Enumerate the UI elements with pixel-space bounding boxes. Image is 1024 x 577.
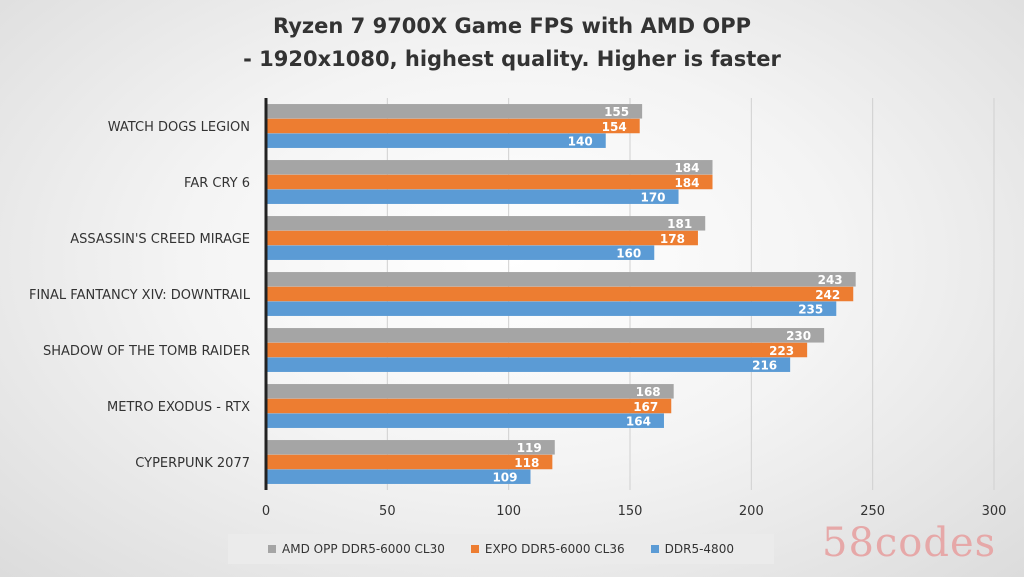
bar-amd-opp-ddr5-6000-cl30 [266, 216, 706, 231]
bar-ddr5-4800 [266, 413, 664, 428]
data-label: 160 [616, 246, 641, 260]
data-label: 170 [640, 190, 665, 204]
legend-swatch-ddr5-4800 [650, 545, 659, 553]
bar-ddr5-4800 [266, 357, 791, 372]
data-label: 181 [667, 217, 692, 231]
x-tick-label: 0 [262, 504, 270, 519]
data-label: 178 [660, 232, 685, 246]
legend-item-ddr5-4800: DDR5-4800 [650, 542, 734, 556]
category-label: METRO EXODUS - RTX [107, 400, 250, 415]
bar-amd-opp-ddr5-6000-cl30 [266, 384, 674, 399]
legend-item-amd-opp: AMD OPP DDR5-6000 CL30 [268, 542, 445, 556]
data-label: 243 [818, 273, 843, 287]
data-label: 216 [752, 358, 777, 372]
bar-amd-opp-ddr5-6000-cl30 [266, 160, 713, 175]
category-label: FINAL FANTANCY XIV: DOWNTRAIL [29, 288, 251, 303]
data-label: 184 [674, 176, 699, 190]
bar-ddr5-4800 [266, 133, 606, 148]
bar-expo-ddr5-6000-cl36 [266, 118, 640, 134]
category-label: ASSASSIN'S CREED MIRAGE [70, 232, 250, 247]
data-label: 109 [492, 470, 517, 484]
data-label: 223 [769, 344, 794, 358]
bar-ddr5-4800 [266, 469, 531, 484]
x-tick-label: 150 [618, 504, 643, 519]
bar-expo-ddr5-6000-cl36 [266, 174, 713, 190]
bar-expo-ddr5-6000-cl36 [266, 230, 698, 246]
bar-expo-ddr5-6000-cl36 [266, 454, 553, 470]
x-tick-label: 300 [982, 504, 1007, 519]
bar-expo-ddr5-6000-cl36 [266, 398, 672, 414]
data-label: 119 [517, 441, 542, 455]
legend-swatch-amd-opp [268, 545, 277, 553]
category-label: CYPERPUNK 2077 [135, 456, 250, 471]
x-tick-label: 100 [496, 504, 521, 519]
bar-expo-ddr5-6000-cl36 [266, 286, 854, 302]
x-tick-label: 200 [739, 504, 764, 519]
x-tick-label: 250 [860, 504, 885, 519]
data-label: 167 [633, 400, 658, 414]
bar-amd-opp-ddr5-6000-cl30 [266, 440, 555, 455]
data-label: 242 [815, 288, 840, 302]
data-label: 235 [798, 302, 823, 316]
legend-label-expo: EXPO DDR5-6000 CL36 [484, 542, 625, 556]
bar-ddr5-4800 [266, 189, 679, 204]
data-label: 230 [786, 329, 811, 343]
chart-title: Ryzen 7 9700X Game FPS with AMD OPP - 19… [0, 10, 1024, 76]
category-label: SHADOW OF THE TOMB RAIDER [43, 344, 250, 359]
chart-title-line-1: Ryzen 7 9700X Game FPS with AMD OPP [273, 14, 751, 38]
data-label: 118 [514, 456, 539, 470]
category-label: FAR CRY 6 [184, 176, 250, 191]
x-tick-label: 50 [379, 504, 396, 519]
legend-label-amd-opp: AMD OPP DDR5-6000 CL30 [282, 542, 445, 556]
bar-amd-opp-ddr5-6000-cl30 [266, 272, 856, 287]
bar-ddr5-4800 [266, 245, 655, 260]
data-label: 155 [604, 105, 629, 119]
legend-item-expo: EXPO DDR5-6000 CL36 [470, 542, 625, 556]
data-label: 154 [602, 120, 627, 134]
data-label: 140 [568, 134, 593, 148]
bar-amd-opp-ddr5-6000-cl30 [266, 328, 825, 343]
data-label: 168 [636, 385, 661, 399]
legend-swatch-expo [470, 545, 479, 553]
data-label: 184 [674, 161, 699, 175]
bar-expo-ddr5-6000-cl36 [266, 342, 808, 358]
bar-ddr5-4800 [266, 301, 837, 316]
legend: AMD OPP DDR5-6000 CL30 EXPO DDR5-6000 CL… [228, 534, 774, 564]
legend-label-ddr5-4800: DDR5-4800 [664, 542, 734, 556]
data-label: 164 [626, 414, 651, 428]
chart-title-line-2: - 1920x1080, highest quality. Higher is … [243, 47, 781, 71]
watermark: 58codes [822, 520, 997, 566]
category-label: WATCH DOGS LEGION [108, 120, 250, 135]
bar-amd-opp-ddr5-6000-cl30 [266, 104, 643, 119]
